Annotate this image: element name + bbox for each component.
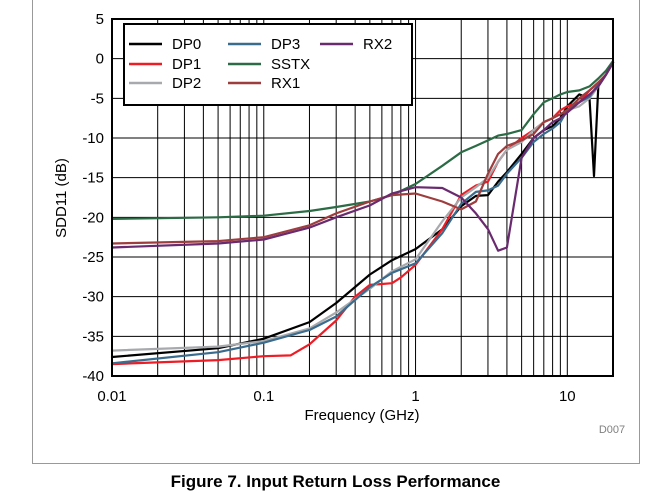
y-tick-label: -10 (82, 130, 104, 147)
x-tick-label: 10 (559, 388, 576, 405)
y-tick-label: -20 (82, 209, 104, 226)
legend-label-rx2: RX2 (363, 36, 392, 53)
legend: DP0 DP1 DP2 DP3 SSTX RX1 RX2 (123, 23, 413, 106)
figure-id: D007 (599, 424, 625, 436)
legend-label-dp3: DP3 (271, 36, 300, 53)
legend-label-sstx: SSTX (271, 56, 310, 73)
legend-box (123, 23, 413, 106)
y-tick-label: -40 (82, 368, 104, 385)
figure-caption: Figure 7. Input Return Loss Performance (170, 472, 501, 491)
y-tick-label: -5 (91, 90, 104, 107)
series-line-rx2 (110, 61, 615, 252)
y-axis-label: SDD11 (dB) (53, 158, 70, 238)
y-tick-label: -30 (82, 289, 104, 306)
series-line-rx1 (110, 61, 615, 245)
y-tick-label: -15 (82, 170, 104, 187)
x-axis-label: Frequency (GHz) (304, 407, 419, 424)
legend-label-dp2: DP2 (172, 75, 201, 92)
y-tick-label: 0 (96, 51, 104, 68)
plot-border (111, 18, 614, 377)
y-tick-label: -25 (82, 249, 104, 266)
series-layer (110, 59, 615, 366)
x-tick-labels: 0.01 0.1 1 10 (97, 388, 575, 405)
legend-label-rx1: RX1 (271, 75, 300, 92)
series-line-dp2 (110, 61, 615, 352)
y-tick-label: -35 (82, 328, 104, 345)
chart: 5 0 -5 -10 -15 -20 -25 -30 -35 -40 0.01 0.1 1 10 Fre… (53, 11, 625, 436)
y-tick-label: 5 (96, 11, 104, 28)
series-line-sstx (110, 59, 615, 220)
x-tick-label: 1 (411, 388, 419, 405)
x-tick-label: 0.01 (97, 388, 126, 405)
y-tick-labels: 5 0 -5 -10 -15 -20 -25 -30 -35 -40 (82, 11, 104, 385)
legend-label-dp1: DP1 (172, 56, 201, 73)
figure-frame (32, 0, 640, 464)
x-tick-label: 0.1 (253, 388, 274, 405)
legend-label-dp0: DP0 (172, 36, 201, 53)
